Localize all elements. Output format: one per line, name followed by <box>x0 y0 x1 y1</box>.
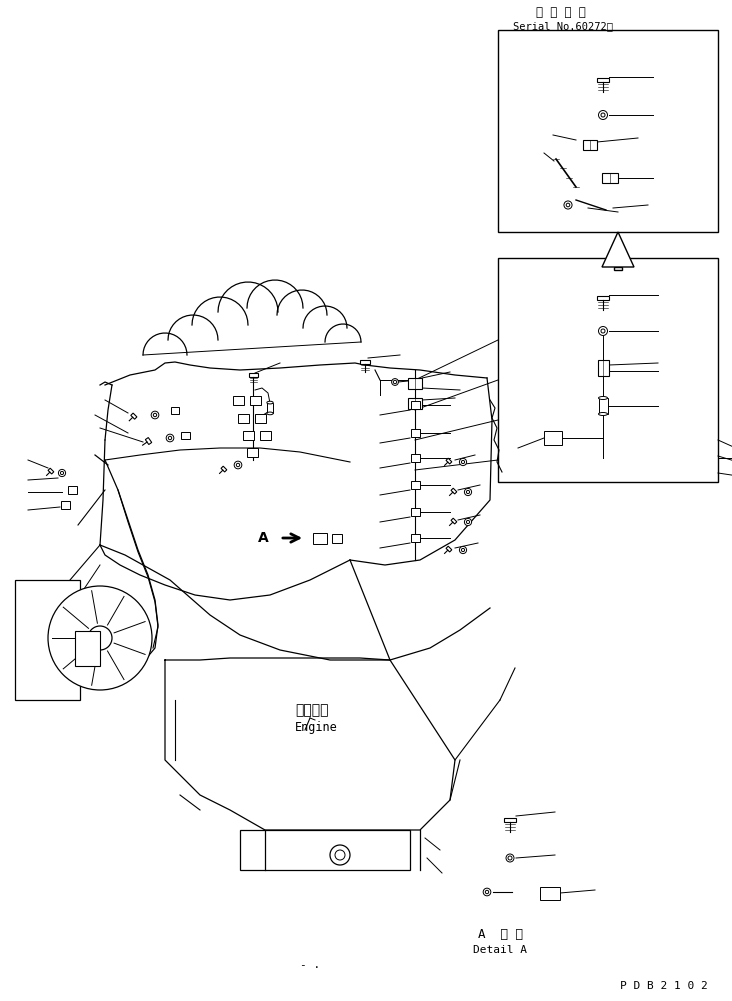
Polygon shape <box>221 466 227 471</box>
Circle shape <box>168 436 172 439</box>
Circle shape <box>566 203 569 207</box>
Bar <box>15 580 80 700</box>
Bar <box>411 481 419 489</box>
Circle shape <box>48 586 152 690</box>
Bar <box>540 887 560 900</box>
Polygon shape <box>146 437 152 444</box>
Bar <box>411 401 419 409</box>
Circle shape <box>601 329 605 333</box>
Bar <box>408 397 422 408</box>
Bar <box>411 534 419 542</box>
Bar <box>614 267 622 270</box>
Bar <box>411 454 419 462</box>
Polygon shape <box>446 458 452 464</box>
Bar <box>544 431 562 445</box>
Circle shape <box>153 413 157 416</box>
Bar <box>237 413 248 422</box>
Circle shape <box>166 434 173 441</box>
Text: Engine: Engine <box>295 722 337 735</box>
Bar <box>260 430 271 439</box>
Bar <box>171 406 179 413</box>
Bar <box>255 413 266 422</box>
Circle shape <box>464 488 471 495</box>
Bar <box>498 30 718 232</box>
Circle shape <box>461 549 465 552</box>
Bar <box>602 173 618 183</box>
Text: 適 用 号 機: 適 用 号 機 <box>536 6 586 19</box>
Circle shape <box>508 856 512 860</box>
Circle shape <box>393 380 397 383</box>
Text: P D B 2 1 0 2: P D B 2 1 0 2 <box>620 981 708 991</box>
Bar <box>408 377 422 388</box>
Ellipse shape <box>267 401 273 404</box>
Circle shape <box>236 463 239 466</box>
Circle shape <box>466 521 470 524</box>
Text: A  詳 細: A 詳 細 <box>477 929 523 942</box>
Bar <box>242 430 253 439</box>
Circle shape <box>460 547 466 554</box>
Bar <box>411 429 419 437</box>
Bar <box>332 534 342 543</box>
Bar <box>240 830 410 870</box>
Polygon shape <box>451 488 457 493</box>
Circle shape <box>601 113 605 117</box>
Bar <box>599 398 608 414</box>
Bar <box>411 508 419 516</box>
Bar <box>313 533 327 544</box>
Bar <box>597 360 608 376</box>
Text: A: A <box>258 531 269 545</box>
Bar <box>498 258 718 482</box>
Polygon shape <box>131 413 137 419</box>
Ellipse shape <box>599 396 608 399</box>
Circle shape <box>61 471 64 474</box>
Circle shape <box>464 519 471 526</box>
Circle shape <box>335 850 345 860</box>
Circle shape <box>152 411 159 418</box>
Circle shape <box>234 461 242 468</box>
Polygon shape <box>602 232 634 267</box>
Circle shape <box>460 458 466 465</box>
Bar <box>181 431 190 438</box>
Bar <box>248 373 258 376</box>
Circle shape <box>461 460 465 463</box>
Circle shape <box>88 626 112 650</box>
Circle shape <box>599 326 608 335</box>
Bar <box>61 500 70 509</box>
Bar <box>597 78 609 82</box>
Circle shape <box>330 845 350 865</box>
Bar <box>250 395 261 404</box>
Polygon shape <box>48 468 54 473</box>
Bar <box>583 140 597 150</box>
Bar <box>360 360 370 364</box>
Bar <box>75 631 100 666</box>
Text: - .: - . <box>300 960 320 970</box>
Ellipse shape <box>599 412 608 415</box>
Circle shape <box>392 378 398 385</box>
Bar <box>233 395 244 404</box>
Circle shape <box>506 854 514 862</box>
Bar <box>504 818 516 823</box>
Bar <box>67 486 77 494</box>
Circle shape <box>466 490 470 493</box>
Circle shape <box>483 888 491 896</box>
Circle shape <box>485 890 489 894</box>
Bar <box>597 295 609 300</box>
Polygon shape <box>451 519 457 524</box>
Circle shape <box>564 201 572 209</box>
Ellipse shape <box>267 412 273 414</box>
Text: エンジン: エンジン <box>295 703 329 717</box>
Text: Serial No.60272～: Serial No.60272～ <box>513 21 613 31</box>
Circle shape <box>59 469 66 476</box>
Circle shape <box>599 110 608 119</box>
Bar <box>267 402 273 413</box>
Bar <box>247 447 258 456</box>
Text: Detail A: Detail A <box>473 945 527 955</box>
Polygon shape <box>446 547 452 552</box>
